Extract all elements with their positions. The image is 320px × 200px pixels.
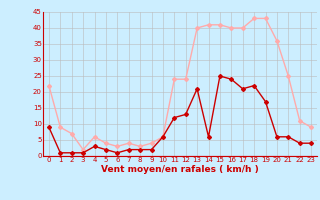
X-axis label: Vent moyen/en rafales ( km/h ): Vent moyen/en rafales ( km/h ) <box>101 165 259 174</box>
